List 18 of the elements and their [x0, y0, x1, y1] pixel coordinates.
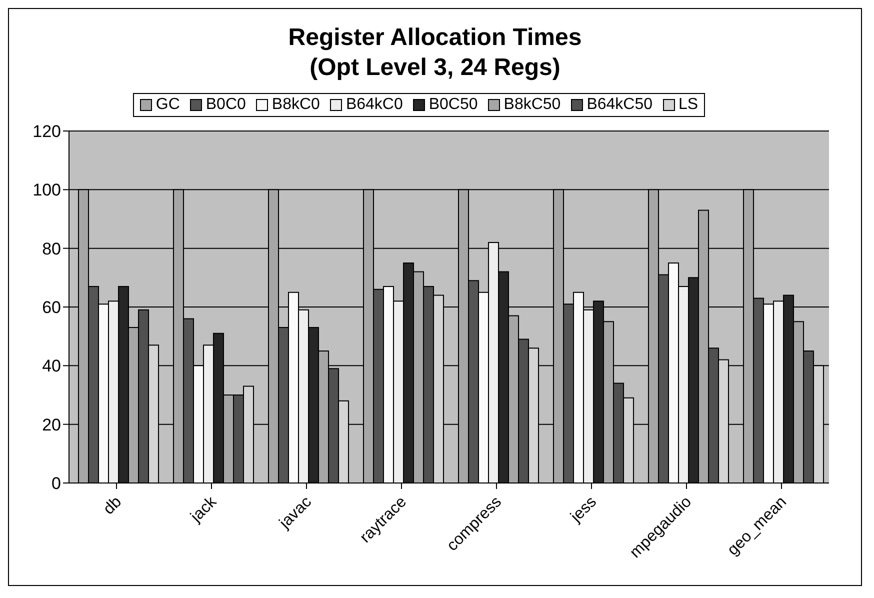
legend-label: B64kC50 — [586, 96, 653, 114]
y-tick-label: 40 — [42, 356, 61, 376]
y-tick-label: 120 — [32, 122, 61, 142]
y-tick-label: 80 — [42, 239, 61, 258]
legend-label: B8kC50 — [504, 96, 561, 114]
y-tick-label: 20 — [42, 415, 61, 434]
legend-label: B64kC0 — [346, 96, 403, 114]
legend-label: B0C50 — [428, 96, 478, 114]
chart-subtitle: (Opt Level 3, 24 Regs) — [308, 53, 562, 83]
legend-label: B8kC0 — [272, 96, 320, 114]
y-tick-label: 100 — [32, 180, 61, 200]
chart-title: Register Allocation Times — [287, 23, 583, 53]
y-tick-label: 60 — [42, 298, 61, 318]
legend-label: B0C0 — [206, 96, 246, 114]
legend-label: LS — [678, 96, 698, 114]
y-tick-label: 0 — [52, 474, 61, 494]
legend-label: GC — [156, 96, 180, 114]
x-tick-label: db — [100, 493, 126, 518]
